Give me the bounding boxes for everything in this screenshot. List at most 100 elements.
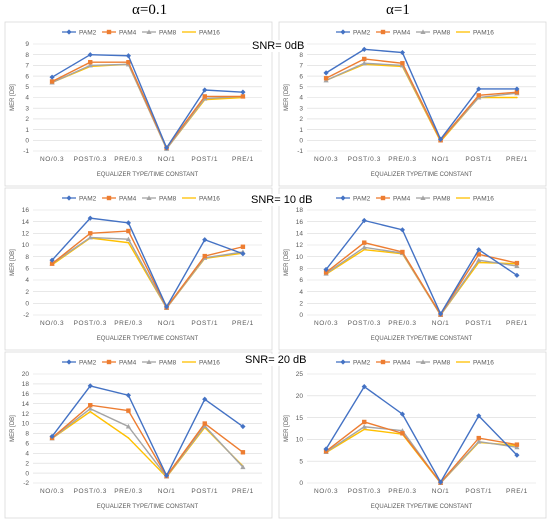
y-tick-label: 25 [296,371,304,378]
y-tick-label: 8 [299,52,303,59]
legend-marker-pam8 [146,359,152,364]
y-tick-label: -1 [23,148,29,155]
data-point-pam2 [323,446,329,452]
y-tick-label: 3 [299,105,303,112]
y-tick-label: 4 [299,289,303,296]
data-point-pam4 [514,89,520,95]
data-point-pam4 [88,231,93,236]
y-tick-label: 0 [25,470,29,477]
data-point-pam2 [87,52,93,58]
legend-marker-pam8 [420,29,426,34]
legend-marker-pam4 [380,359,386,365]
y-tick-label: 20 [22,371,30,378]
series-line-pam2 [51,53,243,150]
y-tick-label: 4 [25,95,29,102]
legend-marker-pam2 [66,29,72,35]
x-tick-label: PRE/1 [232,156,254,163]
y-tick-label: 4 [25,277,29,284]
legend-label-pam8: PAM8 [159,29,177,36]
x-tick-label: POST/1 [191,156,218,163]
y-tick-label: 10 [296,254,304,261]
y-tick-label: 14 [22,219,30,226]
data-point-pam2 [125,392,132,398]
data-point-pam8 [476,438,482,444]
data-point-pam16 [127,437,130,439]
data-point-pam16 [516,96,518,99]
x-tick-label: NO/0.3 [40,156,64,163]
data-point-pam4 [126,59,131,65]
data-point-pam2 [49,74,55,80]
y-axis-title: MER [DB] [10,415,16,442]
legend-label-pam4: PAM4 [119,195,137,202]
x-tick-label: PRE/1 [232,488,254,495]
y-axis-title: MER [DB] [284,249,290,276]
y-tick-label: 12 [22,411,30,418]
data-point-pam2 [514,86,520,92]
legend-label-pam8: PAM8 [433,359,451,366]
data-point-pam2 [437,311,444,317]
x-tick-label: NO/0.3 [40,488,64,495]
chart-frame [4,21,273,187]
series-line-pam2 [51,217,244,309]
y-tick-label: 8 [25,52,29,59]
legend-label-pam4: PAM4 [393,359,411,366]
y-tick-label: 6 [25,73,29,80]
legend-label-pam8: PAM8 [159,195,177,202]
data-point-pam4 [49,79,55,84]
chart-frame [278,21,547,187]
x-tick-label: POST/1 [465,320,492,327]
data-point-pam16 [127,241,130,244]
x-tick-label: NO/1 [432,156,450,163]
x-tick-label: NO/0.3 [314,156,338,163]
series-line-pam2 [325,219,518,316]
data-point-pam2 [361,46,367,52]
data-point-pam8 [87,406,93,411]
y-tick-label: -2 [23,480,29,487]
y-tick-label: 2 [25,289,29,296]
data-point-pam2 [125,53,132,59]
data-point-pam2 [361,384,367,390]
y-tick-label: 7 [25,63,29,70]
data-point-pam4 [476,93,481,98]
x-tick-label: POST/0.3 [348,320,381,327]
data-point-pam2 [323,70,329,76]
y-tick-label: 8 [299,266,303,273]
chart-panel-2: PAM2 PAM4 PAM8 PAM16 -2 0 2 4 6 8 10 12 14 16 NO/0.3 PO… [4,187,273,351]
x-axis-title: EQUALIZER TYPE/TIME CONSTANT [371,336,473,342]
y-tick-label: 16 [296,219,304,226]
chart-frame [4,187,273,351]
y-tick-label: 2 [25,460,29,467]
y-tick-label: 5 [299,84,303,91]
alpha-label-right: α=1 [386,2,410,18]
data-point-pam2 [87,215,93,221]
legend-label-pam16: PAM16 [199,29,220,36]
legend-marker-pam4 [106,195,112,201]
chart-panel-3: PAM2 PAM4 PAM8 PAM16 0 2 4 6 8 10 12 14 16 18 NO/0.3 PO… [278,187,547,351]
legend-label-pam16: PAM16 [199,195,220,202]
y-tick-label: -2 [23,312,29,319]
legend-label-pam2: PAM2 [79,195,97,202]
data-point-pam2 [514,452,520,458]
y-tick-label: 6 [25,441,29,448]
x-tick-label: PRE/0.3 [114,320,142,327]
x-tick-label: POST/0.3 [74,156,107,163]
y-tick-label: 5 [299,458,303,465]
series-line-pam2 [325,48,517,141]
x-tick-label: POST/0.3 [74,320,107,327]
y-tick-label: 1 [299,127,303,134]
y-tick-label: 6 [25,266,29,273]
legend-label-pam16: PAM16 [199,359,220,366]
data-point-pam8 [514,263,520,268]
x-axis-title: EQUALIZER TYPE/TIME CONSTANT [97,172,199,178]
y-tick-label: 0 [25,301,29,308]
x-tick-label: NO/1 [432,320,450,327]
legend-marker-pam2 [340,195,346,201]
legend-label-pam2: PAM2 [79,29,97,36]
legend-marker-pam8 [420,195,426,200]
x-tick-label: PRE/0.3 [114,156,142,163]
legend-label-pam2: PAM2 [353,29,371,36]
data-point-pam4 [362,419,367,425]
chart-frame [278,351,547,519]
x-axis-title: EQUALIZER TYPE/TIME CONSTANT [371,172,473,178]
